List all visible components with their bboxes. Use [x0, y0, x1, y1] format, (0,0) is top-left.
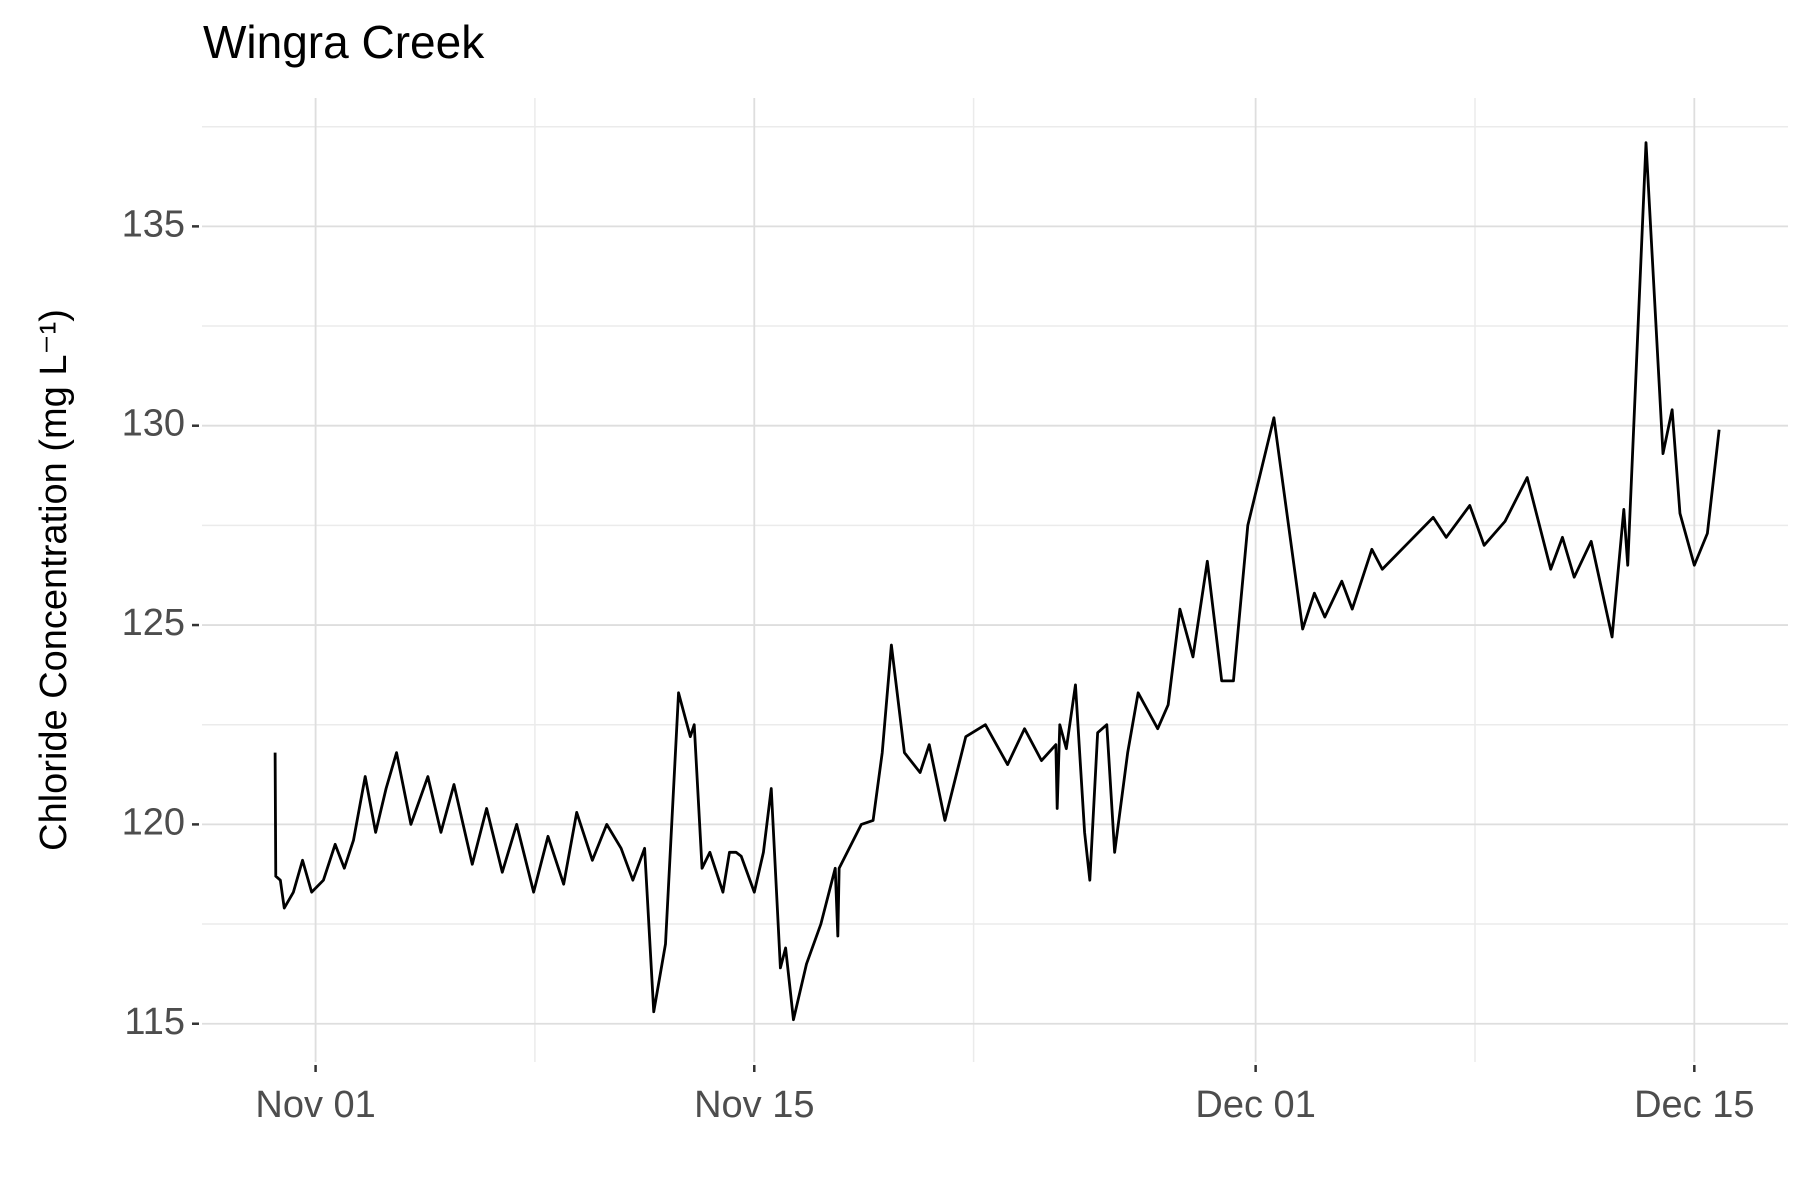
y-tick-label: 120: [122, 801, 185, 843]
y-axis-label: Chloride Concentration (mg L⁻¹): [33, 309, 75, 851]
data-line: [273, 141, 1721, 1022]
y-tick-label: 130: [122, 403, 185, 445]
x-tick-label: Dec 15: [1634, 1084, 1754, 1126]
chart-title: Wingra Creek: [203, 16, 485, 68]
y-tick-label: 115: [124, 1001, 185, 1043]
y-tick-label: 125: [122, 602, 185, 644]
x-tick-label: Dec 01: [1195, 1084, 1315, 1126]
x-tick-label: Nov 01: [255, 1084, 375, 1126]
y-tick-label: 135: [122, 203, 185, 245]
x-tick-label: Nov 15: [694, 1084, 814, 1126]
